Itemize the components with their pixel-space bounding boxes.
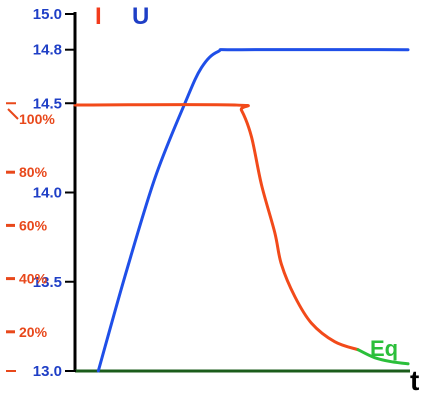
eq-label: Eq xyxy=(370,336,398,361)
current-tick-mark xyxy=(7,108,19,120)
voltage-tick-label: 14.8 xyxy=(33,42,62,59)
voltage-tick-label: 13.5 xyxy=(33,274,62,291)
voltage-tick-label: 13.0 xyxy=(33,363,62,380)
series-line-eq xyxy=(356,348,410,366)
series-group xyxy=(73,48,410,373)
voltage-axis-name: U xyxy=(132,3,149,30)
tick-group: 15.0 14.8 14.5 14.0 13.5 13.0 100% 80% 60% 40% 20% xyxy=(6,6,76,380)
time-axis-label: t xyxy=(410,365,419,396)
voltage-tick-label: 14.0 xyxy=(33,185,62,202)
axes xyxy=(73,12,410,373)
current-tick-label: 40% xyxy=(19,271,48,287)
current-axis-name: I xyxy=(95,3,102,30)
current-tick-label: 20% xyxy=(19,324,48,340)
voltage-tick-label: 14.5 xyxy=(33,95,62,112)
series-line-u xyxy=(96,48,410,373)
current-tick-label: 80% xyxy=(19,164,48,180)
voltage-tick-label: 15.0 xyxy=(33,6,62,23)
current-tick-label: 60% xyxy=(19,217,48,233)
series-line-i xyxy=(73,103,360,352)
current-tick-label: 100% xyxy=(19,111,55,127)
